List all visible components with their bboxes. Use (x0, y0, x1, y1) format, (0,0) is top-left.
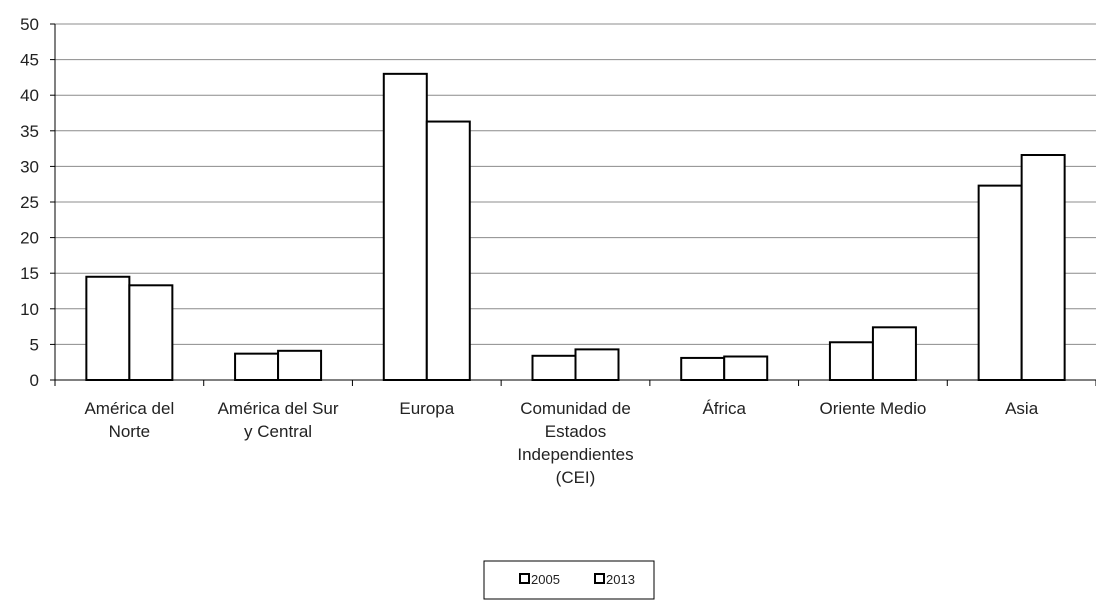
y-tick-label: 10 (20, 300, 39, 319)
bar-2013-4 (723, 355, 769, 381)
legend-label: 2005 (531, 572, 560, 587)
legend-label: 2013 (606, 572, 635, 587)
y-tick-label: 20 (20, 229, 39, 248)
gridlines (55, 23, 1096, 345)
y-tick-label: 0 (30, 371, 39, 390)
legend: 2005 2013 (483, 560, 655, 600)
y-tick-label: 40 (20, 86, 39, 105)
bars (85, 72, 1066, 382)
bar-2013-1 (277, 349, 323, 382)
x-category-label: Comunidad de Estados Independientes (CEI) (517, 399, 633, 487)
x-category-label: Europa (399, 399, 454, 418)
bar-2005-1 (234, 352, 280, 382)
x-category-label: Oriente Medio (820, 399, 927, 418)
bar-2013-3 (574, 348, 620, 382)
y-tick-label: 25 (20, 193, 39, 212)
bar-2005-6 (977, 184, 1023, 381)
bar-2005-4 (680, 356, 726, 382)
y-tick-label: 30 (20, 157, 39, 176)
x-category-label: América del Sur y Central (218, 399, 339, 441)
y-tick-label: 50 (20, 15, 39, 34)
bar-2013-6 (1020, 154, 1066, 381)
x-category-label: África (702, 399, 746, 418)
bar-2005-0 (85, 275, 131, 382)
bar-2005-5 (828, 341, 874, 382)
x-axis-labels: América del Norte América del Sur y Central… (84, 399, 1038, 487)
y-tick-label: 35 (20, 122, 39, 141)
bar-2013-0 (128, 284, 174, 381)
y-tick-label: 45 (20, 51, 39, 70)
y-axis-ticks: 0 5 10 15 20 25 30 35 40 45 50 (20, 15, 39, 390)
bar-2005-3 (531, 354, 577, 381)
legend-swatch (519, 573, 530, 584)
legend-box (483, 560, 655, 600)
y-tick-label: 5 (30, 335, 39, 354)
y-tick-label: 15 (20, 264, 39, 283)
x-category-label: Asia (1005, 399, 1039, 418)
bar-2005-2 (382, 72, 428, 381)
axes (50, 23, 1096, 386)
x-category-label: América del Norte (84, 399, 174, 441)
bar-2013-2 (425, 120, 471, 381)
legend-swatch (594, 573, 605, 584)
bar-2013-5 (871, 326, 917, 382)
